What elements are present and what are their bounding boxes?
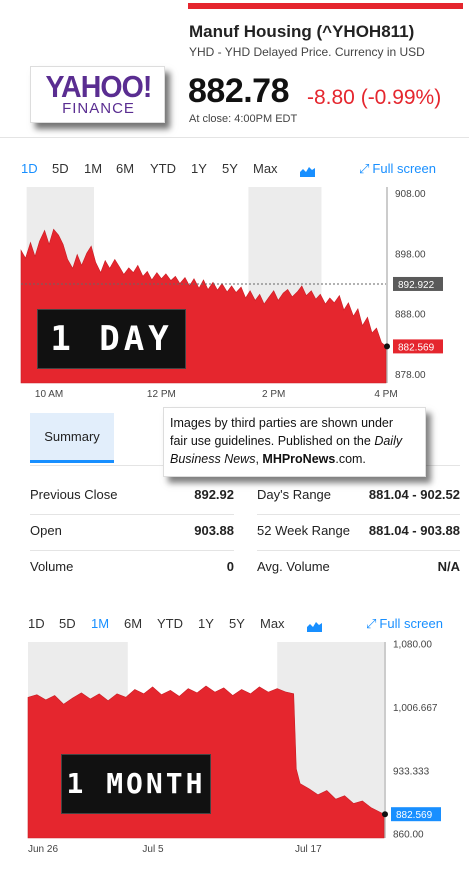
range-btn-ytd[interactable]: YTD [150, 161, 176, 176]
fullscreen-button[interactable]: ⤢ Full screen [359, 161, 436, 177]
range-btn-ytd[interactable]: YTD [157, 616, 183, 631]
y-tick-label: 898.00 [395, 249, 426, 260]
y-tick-label: 908.00 [395, 189, 426, 200]
close-time: At close: 4:00PM EDT [189, 113, 298, 125]
intraday-chart: 878.00 888.00 898.00 908.00 10 AM 12 PM 2 PM 4 … [20, 187, 443, 400]
x-tick-label: Jul 5 [142, 844, 164, 855]
notice-line-3: Business News, MHProNews.com. [170, 452, 366, 466]
x-tick-label: 12 PM [147, 389, 176, 400]
y-tick-label: 860.00 [393, 830, 424, 841]
logo-subtitle: FINANCE [62, 100, 135, 117]
exchange-subtitle: YHD - YHD Delayed Price. Currency in USD [189, 45, 425, 59]
range-btn-6m[interactable]: 6M [124, 616, 143, 631]
tab-summary[interactable]: Summary [30, 413, 114, 463]
ticker-title: Manuf Housing (^YHOH811) [189, 22, 415, 41]
row-divider [257, 514, 460, 515]
stat-label: Previous Close [30, 487, 118, 502]
current-price: 882.78 [188, 72, 290, 110]
header-accent-bar [188, 3, 463, 9]
range-btn-5y[interactable]: 5Y [222, 161, 238, 176]
x-tick-label: 4 PM [374, 389, 397, 400]
stat-value: 0 [226, 559, 234, 574]
x-tick-label: 2 PM [262, 389, 285, 400]
last-price-badge [391, 807, 441, 822]
stat-value: 892.92 [194, 487, 234, 502]
last-price-badge-text: 882.569 [396, 810, 433, 821]
range-btn-max[interactable]: Max [260, 616, 285, 631]
y-tick-label: 878.00 [395, 370, 426, 381]
y-tick-label: 933.333 [393, 766, 430, 777]
expand-arrow-icon: ⤢ [366, 616, 377, 631]
last-price-dot [384, 343, 390, 350]
fair-use-notice: Images by third parties are shown under … [163, 407, 426, 477]
stat-value: 881.04 - 903.88 [368, 523, 460, 538]
area-chart-icon[interactable] [307, 619, 322, 637]
range-btn-5d[interactable]: 5D [52, 161, 69, 176]
x-tick-label: 10 AM [35, 389, 63, 400]
stat-label: Volume [30, 559, 74, 574]
stat-label: Day's Range [257, 487, 332, 502]
y-tick-label: 888.00 [395, 310, 426, 321]
fullscreen-button[interactable]: ⤢ Full screen [366, 616, 443, 632]
range-btn-1d[interactable]: 1D [28, 616, 45, 631]
stat-label: Avg. Volume [257, 559, 330, 574]
row-divider [30, 514, 234, 515]
row-divider [257, 550, 460, 551]
row-divider [30, 550, 234, 551]
last-price-badge-text: 882.569 [398, 342, 435, 353]
notice-line-1: Images by third parties are shown under [170, 416, 394, 430]
y-tick-label: 1,080.00 [393, 640, 432, 651]
range-btn-1m[interactable]: 1M [84, 161, 103, 176]
stat-value: 881.04 - 902.52 [368, 487, 460, 502]
x-tick-label: Jul 17 [295, 844, 322, 855]
range-btn-1y[interactable]: 1Y [198, 616, 214, 631]
stat-value: N/A [437, 559, 460, 574]
range-btn-5y[interactable]: 5Y [229, 616, 245, 631]
range-btn-1m[interactable]: 1M [91, 616, 110, 631]
range-btn-5d[interactable]: 5D [59, 616, 76, 631]
range-selector-month: 1D 5D 1M 6M YTD 1Y 5Y Max ⤢ Full screen [28, 616, 461, 634]
prev-close-badge [393, 276, 443, 291]
last-price-badge [393, 339, 443, 354]
stat-label: Open [30, 523, 62, 538]
chart-stamp-1day: 1 DAY [37, 309, 186, 369]
fullscreen-label: Full screen [372, 161, 436, 176]
header-divider [0, 137, 469, 138]
range-btn-6m[interactable]: 6M [116, 161, 135, 176]
notice-line-2: fair use guidelines. Published on the Da… [170, 434, 403, 448]
x-tick-label: Jun 26 [28, 844, 58, 855]
fullscreen-label: Full screen [379, 616, 443, 631]
price-change: -8.80 (-0.99%) [307, 86, 442, 109]
last-price-dot [382, 811, 388, 818]
prev-close-badge-text: 892.922 [398, 280, 435, 291]
yahoo-finance-logo: YAHOO! FINANCE [30, 66, 165, 123]
expand-arrow-icon: ⤢ [359, 161, 370, 176]
range-btn-max[interactable]: Max [253, 161, 278, 176]
range-selector-day: 1D 5D 1M 6M YTD 1Y 5Y Max ⤢ Full screen [21, 161, 461, 179]
chart-stamp-1month: 1 MONTH [61, 754, 211, 814]
stat-value: 903.88 [194, 523, 234, 538]
logo-wordmark: YAHOO! [45, 69, 153, 104]
range-btn-1y[interactable]: 1Y [191, 161, 207, 176]
range-btn-1d[interactable]: 1D [21, 161, 38, 176]
area-chart-icon[interactable] [300, 164, 315, 182]
y-tick-label: 1,006.667 [393, 703, 438, 714]
stat-label: 52 Week Range [257, 523, 350, 538]
